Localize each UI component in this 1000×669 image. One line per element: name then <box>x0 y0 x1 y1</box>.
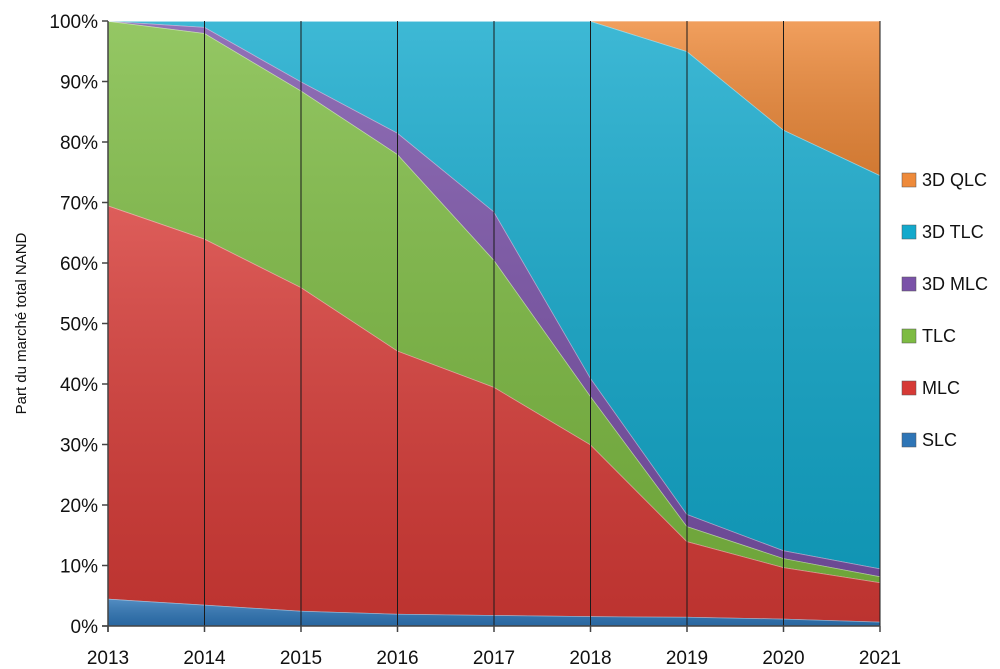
x-tick-label: 2013 <box>87 648 129 669</box>
x-tick-label: 2015 <box>280 648 322 669</box>
y-tick-label: 70% <box>60 194 98 215</box>
legend-label: 3D TLC <box>922 222 984 242</box>
legend-label: 3D QLC <box>922 170 987 190</box>
x-tick-label: 2016 <box>376 648 418 669</box>
legend: 3D QLC 3D TLC 3D MLC TLC MLC SLC <box>901 170 988 450</box>
legend-item-mlc: MLC <box>901 378 960 398</box>
y-tick-label: 100% <box>49 12 98 33</box>
x-tick-label: 2014 <box>183 648 226 669</box>
y-tick-label: 80% <box>60 133 98 154</box>
axes <box>102 21 880 632</box>
x-tick-label: 2020 <box>762 648 804 669</box>
y-tick-labels: 0% 10% 20% 30% 40% 50% 60% 70% 80% 90% 100% <box>49 12 108 638</box>
x-tick-label: 2017 <box>473 648 515 669</box>
legend-swatch <box>901 224 917 240</box>
y-tick-label: 90% <box>60 73 98 94</box>
legend-swatch <box>901 172 917 188</box>
legend-swatch <box>901 380 917 396</box>
legend-label: TLC <box>922 326 956 346</box>
x-tick-labels: 2013 2014 2015 2016 2017 2018 2019 2020 2021 <box>87 626 901 669</box>
legend-item-tlc: TLC <box>901 326 956 346</box>
y-tick-label: 0% <box>71 617 99 638</box>
y-tick-label: 60% <box>60 254 98 275</box>
x-tick-label: 2018 <box>569 648 611 669</box>
legend-item-3d-qlc: 3D QLC <box>901 170 987 190</box>
x-tick-label: 2019 <box>666 648 708 669</box>
x-tick-label: 2021 <box>859 648 901 669</box>
y-tick-label: 30% <box>60 436 98 457</box>
area-shade-3d-qlc <box>108 21 880 176</box>
legend-swatch <box>901 432 917 448</box>
y-tick-label: 50% <box>60 315 98 336</box>
legend-item-3d-mlc: 3D MLC <box>901 274 988 294</box>
y-axis-title: Part du marché total NAND <box>13 232 30 414</box>
legend-label: MLC <box>922 378 960 398</box>
legend-label: SLC <box>922 430 957 450</box>
legend-item-slc: SLC <box>901 430 957 450</box>
y-tick-label: 10% <box>60 557 98 578</box>
legend-item-3d-tlc: 3D TLC <box>901 222 984 242</box>
legend-swatch <box>901 276 917 292</box>
y-tick-label: 40% <box>60 375 98 396</box>
legend-label: 3D MLC <box>922 274 988 294</box>
legend-swatch <box>901 328 917 344</box>
vertical-gridlines <box>204 21 881 626</box>
y-tick-label: 20% <box>60 496 98 517</box>
